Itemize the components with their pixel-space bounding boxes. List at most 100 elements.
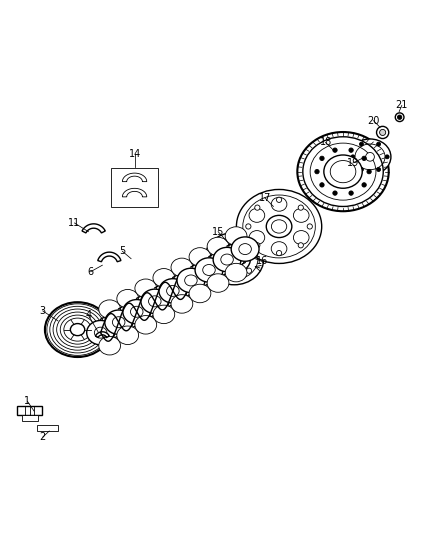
Circle shape bbox=[217, 244, 222, 249]
Bar bbox=[111, 168, 158, 207]
Ellipse shape bbox=[231, 237, 259, 261]
Circle shape bbox=[377, 167, 381, 172]
Circle shape bbox=[395, 113, 404, 122]
Circle shape bbox=[360, 167, 364, 172]
Ellipse shape bbox=[99, 300, 120, 318]
Ellipse shape bbox=[225, 227, 247, 245]
Ellipse shape bbox=[297, 132, 389, 211]
Text: 3: 3 bbox=[40, 306, 46, 316]
Circle shape bbox=[227, 273, 233, 279]
Text: 15: 15 bbox=[212, 227, 224, 237]
Text: 4: 4 bbox=[85, 310, 92, 320]
Circle shape bbox=[276, 197, 282, 203]
Text: 2: 2 bbox=[39, 432, 46, 442]
Ellipse shape bbox=[177, 268, 205, 293]
Polygon shape bbox=[98, 252, 121, 262]
Ellipse shape bbox=[271, 197, 287, 211]
Text: 17: 17 bbox=[258, 193, 271, 203]
Circle shape bbox=[380, 130, 386, 135]
Ellipse shape bbox=[135, 279, 157, 297]
Ellipse shape bbox=[189, 248, 211, 266]
Circle shape bbox=[367, 169, 371, 174]
Ellipse shape bbox=[237, 189, 322, 263]
Ellipse shape bbox=[195, 258, 223, 282]
Ellipse shape bbox=[266, 215, 292, 238]
Circle shape bbox=[366, 152, 374, 161]
Text: 6: 6 bbox=[88, 266, 94, 277]
Circle shape bbox=[255, 205, 260, 210]
Ellipse shape bbox=[218, 244, 251, 273]
Circle shape bbox=[333, 191, 337, 195]
Ellipse shape bbox=[159, 279, 187, 303]
Circle shape bbox=[251, 251, 256, 256]
Text: 16: 16 bbox=[255, 256, 268, 266]
Circle shape bbox=[246, 224, 251, 229]
Ellipse shape bbox=[123, 300, 151, 324]
Circle shape bbox=[351, 155, 355, 159]
Ellipse shape bbox=[45, 302, 110, 357]
Circle shape bbox=[349, 191, 353, 195]
Circle shape bbox=[320, 156, 324, 160]
Ellipse shape bbox=[207, 274, 229, 292]
Bar bbox=[37, 425, 58, 431]
Ellipse shape bbox=[189, 284, 211, 303]
Circle shape bbox=[315, 169, 319, 174]
Ellipse shape bbox=[71, 324, 85, 336]
Ellipse shape bbox=[87, 320, 115, 345]
Ellipse shape bbox=[171, 258, 193, 277]
Ellipse shape bbox=[153, 269, 175, 287]
Circle shape bbox=[362, 183, 366, 187]
Circle shape bbox=[298, 205, 304, 210]
Ellipse shape bbox=[349, 139, 391, 175]
Circle shape bbox=[298, 243, 304, 248]
Ellipse shape bbox=[293, 231, 309, 245]
Ellipse shape bbox=[303, 137, 383, 206]
Ellipse shape bbox=[293, 208, 309, 222]
Bar bbox=[22, 415, 38, 421]
Ellipse shape bbox=[99, 336, 120, 355]
Text: 19: 19 bbox=[347, 158, 359, 168]
Ellipse shape bbox=[117, 289, 138, 308]
Circle shape bbox=[212, 261, 218, 266]
Polygon shape bbox=[122, 173, 147, 182]
Circle shape bbox=[385, 155, 389, 159]
Polygon shape bbox=[95, 332, 110, 337]
Ellipse shape bbox=[249, 231, 265, 245]
Ellipse shape bbox=[225, 263, 247, 282]
Circle shape bbox=[377, 126, 389, 139]
Ellipse shape bbox=[105, 310, 133, 334]
Bar bbox=[18, 406, 42, 415]
Ellipse shape bbox=[271, 241, 287, 256]
Circle shape bbox=[307, 224, 312, 229]
Circle shape bbox=[236, 239, 241, 244]
Text: 1: 1 bbox=[25, 397, 31, 407]
Ellipse shape bbox=[213, 247, 241, 272]
Ellipse shape bbox=[135, 316, 157, 334]
Ellipse shape bbox=[117, 326, 138, 344]
Text: 11: 11 bbox=[68, 218, 81, 228]
Circle shape bbox=[247, 268, 251, 273]
Circle shape bbox=[333, 148, 337, 152]
Ellipse shape bbox=[153, 305, 175, 324]
Circle shape bbox=[397, 115, 402, 119]
Ellipse shape bbox=[171, 295, 193, 313]
Circle shape bbox=[349, 148, 353, 152]
Ellipse shape bbox=[207, 237, 229, 256]
Text: 5: 5 bbox=[119, 246, 126, 256]
Polygon shape bbox=[82, 224, 105, 233]
Text: 21: 21 bbox=[396, 100, 408, 110]
Circle shape bbox=[255, 243, 260, 248]
Circle shape bbox=[320, 183, 324, 187]
Ellipse shape bbox=[205, 232, 264, 285]
Circle shape bbox=[276, 251, 282, 256]
Text: 14: 14 bbox=[129, 149, 141, 159]
Circle shape bbox=[360, 142, 364, 146]
Ellipse shape bbox=[249, 208, 265, 222]
Ellipse shape bbox=[141, 289, 169, 313]
Text: 20: 20 bbox=[367, 116, 380, 126]
Polygon shape bbox=[122, 188, 147, 197]
Text: 18: 18 bbox=[319, 138, 332, 148]
Circle shape bbox=[362, 156, 366, 160]
Ellipse shape bbox=[324, 155, 362, 188]
Circle shape bbox=[377, 142, 381, 146]
